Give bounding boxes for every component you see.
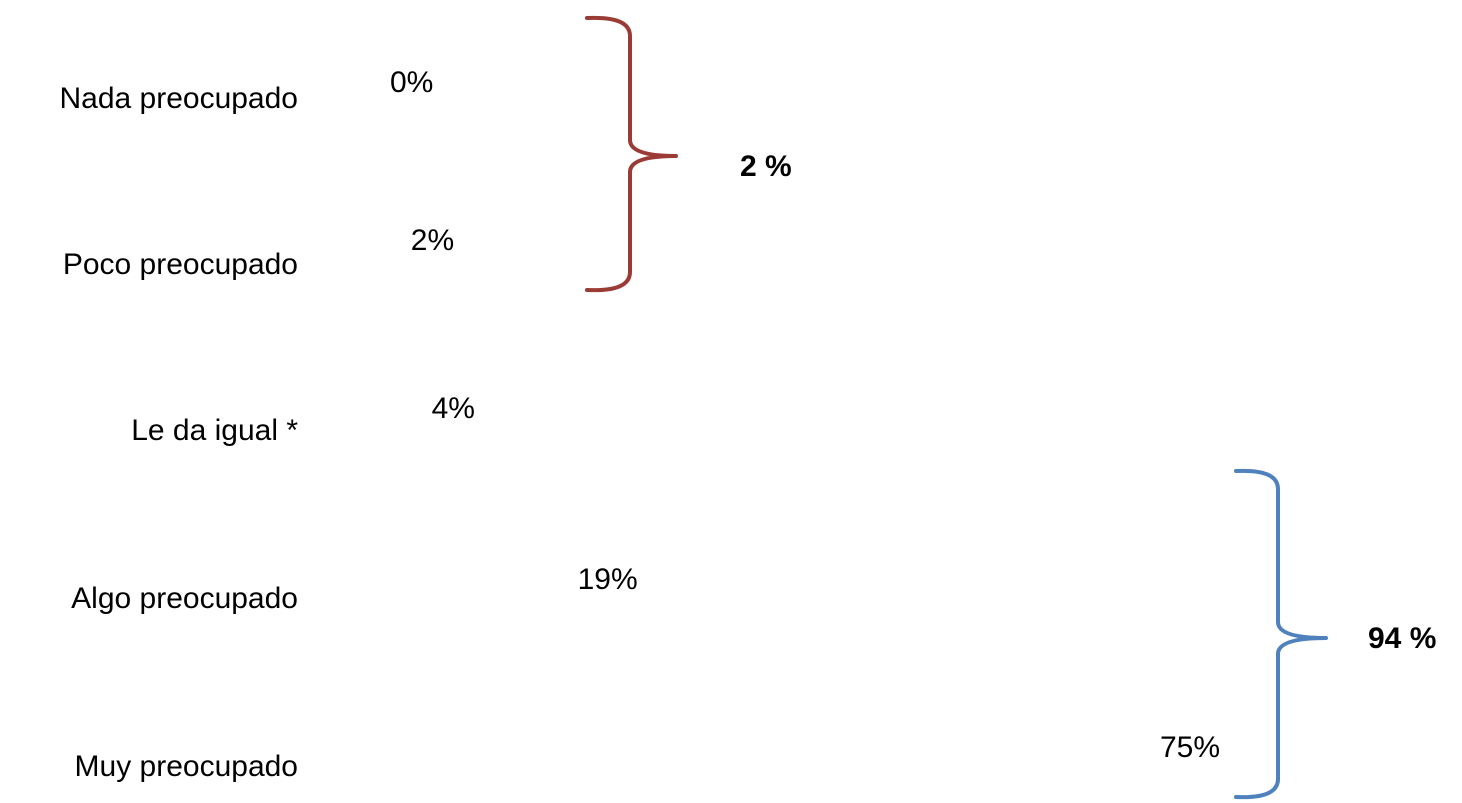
category-label-nada: Nada preocupado: [59, 82, 298, 115]
value-label-nada: 0%: [390, 66, 433, 99]
value-label-algo: 19%: [578, 563, 638, 596]
value-label-igual: 4%: [432, 392, 475, 425]
group-label-high-concern: 94 %: [1368, 622, 1436, 655]
category-label-algo: Algo preocupado: [71, 582, 298, 615]
brace-high-concern: [1234, 468, 1328, 800]
group-label-low-concern: 2 %: [740, 150, 792, 183]
category-label-poco: Poco preocupado: [63, 248, 298, 281]
category-label-muy: Muy preocupado: [75, 750, 298, 783]
category-label-igual: Le da igual *: [131, 414, 298, 447]
value-label-poco: 2%: [411, 224, 454, 257]
brace-low-concern: [585, 15, 678, 293]
value-label-muy: 75%: [1160, 731, 1220, 764]
